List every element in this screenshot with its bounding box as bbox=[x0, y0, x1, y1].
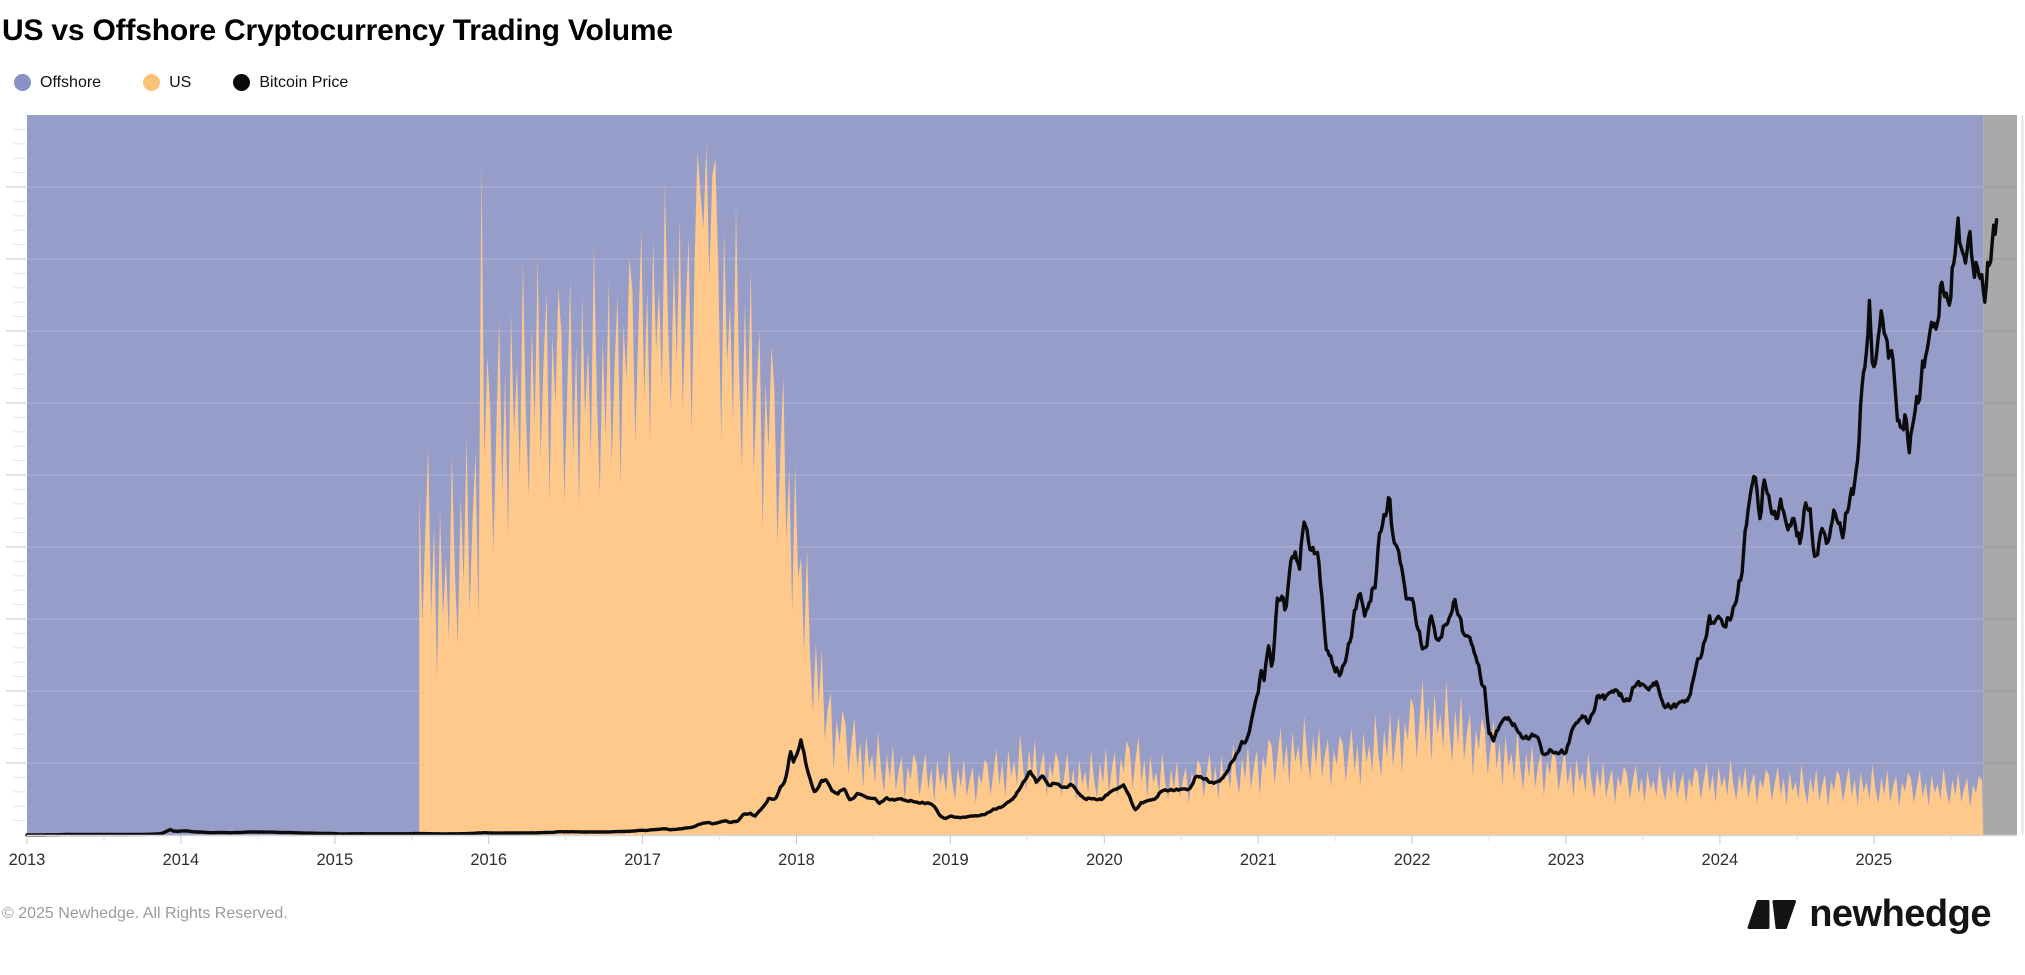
legend-label-us: US bbox=[169, 73, 192, 91]
legend-item-bitcoin-price[interactable]: Bitcoin Price bbox=[233, 74, 348, 92]
x-axis-label: 2021 bbox=[1240, 851, 1277, 869]
chart-legend: Offshore US Bitcoin Price bbox=[2, 74, 2025, 92]
newhedge-brand: newhedge bbox=[1747, 893, 1991, 936]
x-axis-label: 2017 bbox=[624, 851, 661, 869]
bitcoin-price-line bbox=[25, 215, 1999, 837]
legend-label-bitcoin-price: Bitcoin Price bbox=[259, 73, 349, 91]
x-axis-label: 2022 bbox=[1394, 851, 1431, 869]
x-axis-label: 2016 bbox=[470, 851, 507, 869]
legend-item-us[interactable]: US bbox=[143, 74, 191, 92]
copyright-text: © 2025 Newhedge. All Rights Reserved. bbox=[2, 905, 288, 922]
offshore-area bbox=[27, 114, 1984, 835]
x-axis-label: 2024 bbox=[1702, 851, 1739, 869]
legend-label-offshore: Offshore bbox=[40, 73, 102, 91]
newhedge-logo-icon bbox=[1747, 899, 1797, 929]
brand-wordmark: newhedge bbox=[1809, 892, 1991, 935]
chart-header: US vs Offshore Cryptocurrency Trading Vo… bbox=[0, 0, 2025, 92]
x-axis-label: 2020 bbox=[1086, 851, 1123, 869]
page-title: US vs Offshore Cryptocurrency Trading Vo… bbox=[2, 14, 673, 47]
x-axis-label: 2014 bbox=[163, 851, 200, 869]
offshore-swatch-icon bbox=[14, 74, 31, 91]
us-area bbox=[419, 143, 1984, 835]
x-axis-label: 2025 bbox=[1855, 851, 1892, 869]
chart-plot-area[interactable]: 2013 2014 2015 2016 2017 2018 2019 2020 2021 2022… bbox=[0, 114, 2025, 873]
x-axis-label: 2018 bbox=[778, 851, 815, 869]
x-axis-label: 2015 bbox=[316, 851, 353, 869]
legend-item-offshore[interactable]: Offshore bbox=[14, 74, 101, 92]
x-axis-label: 2013 bbox=[9, 851, 46, 869]
x-axis-label: 2023 bbox=[1548, 851, 1585, 869]
us-swatch-icon bbox=[143, 74, 161, 91]
bitcoin-price-swatch-icon bbox=[233, 74, 251, 91]
no-data-region bbox=[1983, 114, 2017, 835]
x-axis-label: 2019 bbox=[932, 851, 969, 869]
chart-footer: © 2025 Newhedge. All Rights Reserved. ne… bbox=[0, 873, 2025, 936]
